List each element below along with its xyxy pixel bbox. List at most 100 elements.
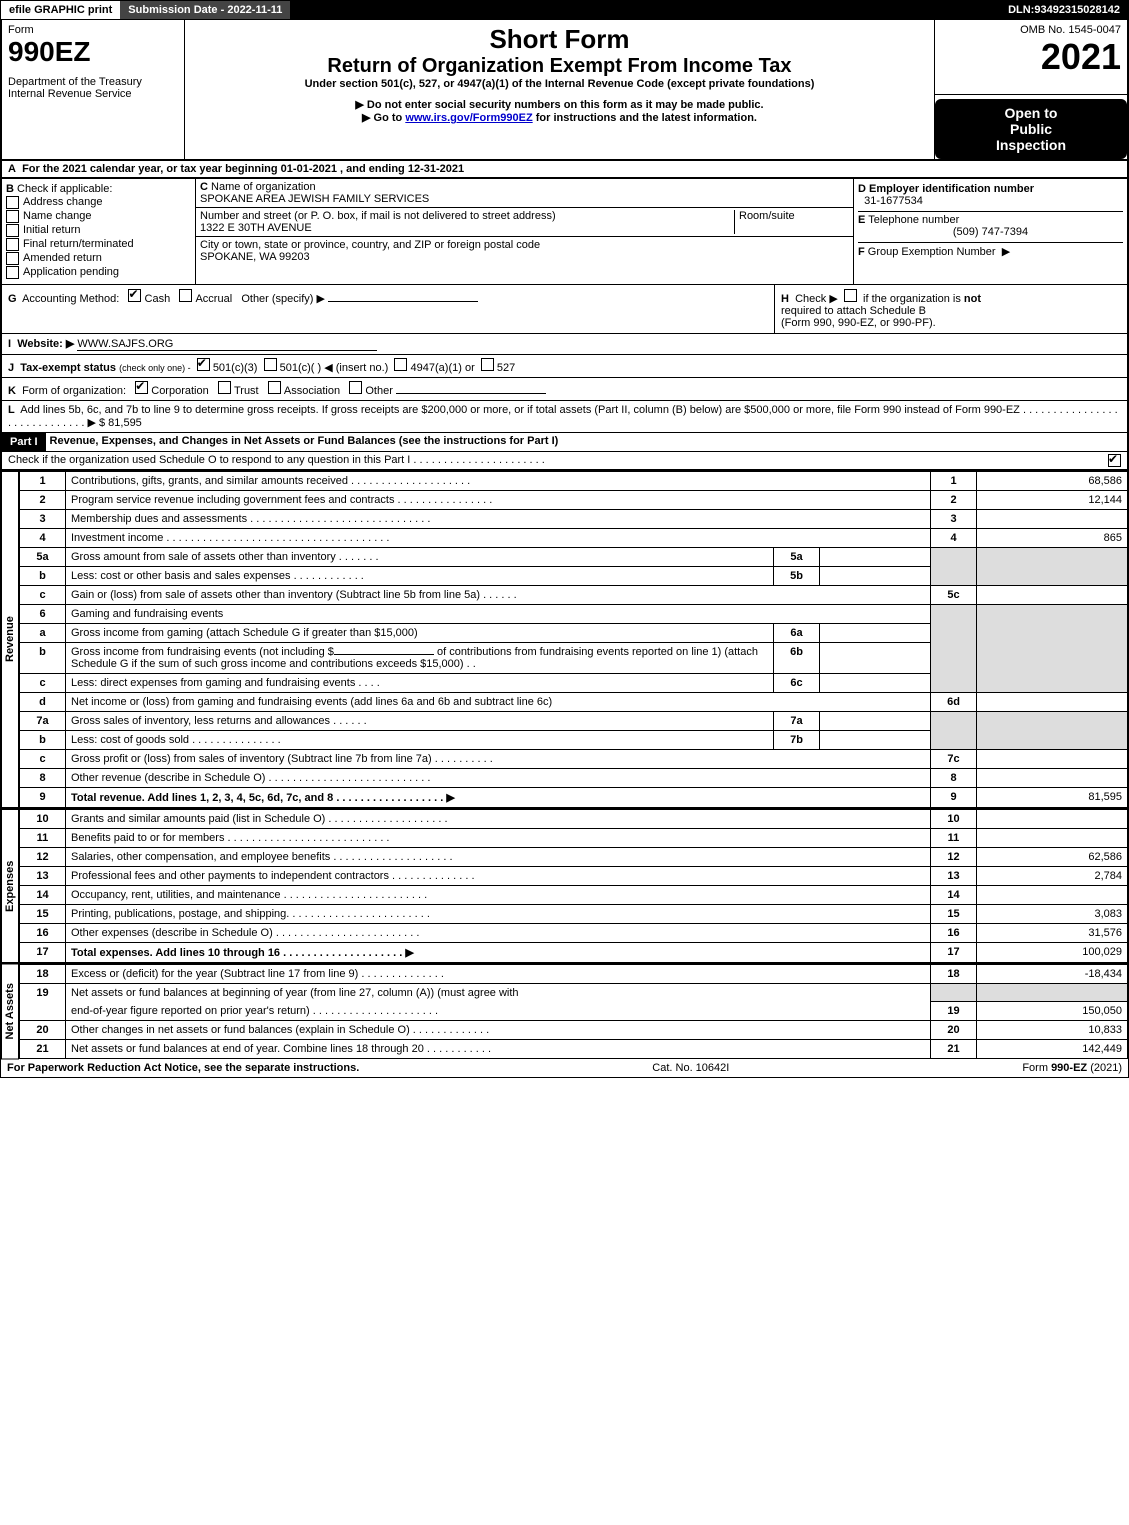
line-19-text2: end-of-year figure reported on prior yea…	[66, 1002, 931, 1021]
footer-right: Form 990-EZ (2021)	[1022, 1062, 1122, 1074]
street-label: Number and street (or P. O. box, if mail…	[200, 210, 556, 222]
line-6d-text: Net income or (loss) from gaming and fun…	[66, 692, 931, 711]
line-10: 10Grants and similar amounts paid (list …	[20, 809, 1128, 828]
checkbox-accrual[interactable]	[179, 289, 192, 302]
footer-right-form: 990-EZ	[1051, 1062, 1087, 1074]
checkbox-4947[interactable]	[394, 358, 407, 371]
line-7c-text: Gross profit or (loss) from sales of inv…	[66, 749, 931, 768]
check-label-2: Initial return	[23, 224, 80, 236]
h-text2: if the organization is	[863, 293, 964, 305]
line-15: 15Printing, publications, postage, and s…	[20, 904, 1128, 923]
checkbox-application-pending[interactable]	[6, 266, 19, 279]
l-text: Add lines 5b, 6c, and 7b to line 9 to de…	[8, 404, 1118, 429]
line-13: 13Professional fees and other payments t…	[20, 866, 1128, 885]
section-def: D Employer identification number 31-1677…	[853, 179, 1127, 284]
line-21-amount: 142,449	[977, 1040, 1128, 1059]
line-17-text-b: Total expenses. Add lines 10 through 16 …	[71, 947, 414, 959]
section-c: C Name of organization SPOKANE AREA JEWI…	[196, 179, 853, 284]
submission-date-value: 2022-11-11	[227, 4, 282, 16]
line-6d-amount	[977, 692, 1128, 711]
line-2: 2Program service revenue including gover…	[20, 490, 1128, 509]
checkbox-corporation[interactable]	[135, 381, 148, 394]
line-9-text-b: Total revenue. Add lines 1, 2, 3, 4, 5c,…	[71, 792, 455, 804]
section-j: J Tax-exempt status (check only one) - 5…	[1, 355, 1128, 378]
line-5c-amount	[977, 585, 1128, 604]
checkbox-initial-return[interactable]	[6, 224, 19, 237]
dept-line-2: Internal Revenue Service	[8, 88, 178, 100]
line-6b-sub	[820, 642, 931, 673]
line-2-text: Program service revenue including govern…	[66, 490, 931, 509]
line-10-amount	[977, 809, 1128, 828]
checkbox-final-return[interactable]	[6, 238, 19, 251]
k-other: Other	[365, 385, 393, 397]
org-name: SPOKANE AREA JEWISH FAMILY SERVICES	[200, 193, 429, 205]
checkbox-schedule-o[interactable]	[1108, 454, 1121, 467]
line-3: 3Membership dues and assessments . . . .…	[20, 509, 1128, 528]
line-8-amount	[977, 768, 1128, 787]
checkbox-name-change[interactable]	[6, 210, 19, 223]
block-bcdef: B Check if applicable: Address change Na…	[1, 178, 1128, 285]
dln: DLN: 93492315028142	[1000, 1, 1128, 19]
goto-prefix: ▶ Go to	[362, 112, 405, 124]
part-i-header: Part I Revenue, Expenses, and Changes in…	[1, 433, 1128, 452]
line-17-text: Total expenses. Add lines 10 through 16 …	[66, 942, 931, 962]
page-footer: For Paperwork Reduction Act Notice, see …	[1, 1059, 1128, 1077]
checkbox-501c3[interactable]	[197, 358, 210, 371]
line-11-text: Benefits paid to or for members . . . . …	[66, 828, 931, 847]
line-13-amount: 2,784	[977, 866, 1128, 885]
netassets-vlabel: Net Assets	[1, 964, 19, 1060]
accrual-label: Accrual	[195, 293, 232, 305]
section-d-label: D	[858, 183, 866, 195]
checkbox-amended-return[interactable]	[6, 252, 19, 265]
instructions-cell: ▶ Do not enter social security numbers o…	[185, 94, 935, 159]
checkbox-association[interactable]	[268, 381, 281, 394]
checkbox-address-change[interactable]	[6, 196, 19, 209]
checkbox-trust[interactable]	[218, 381, 231, 394]
section-l: L Add lines 5b, 6c, and 7b to line 9 to …	[1, 401, 1128, 433]
accounting-lead: Accounting Method:	[22, 293, 119, 305]
check-label-1: Name change	[23, 210, 92, 222]
line-21: 21Net assets or fund balances at end of …	[20, 1040, 1128, 1059]
line-2-amount: 12,144	[977, 490, 1128, 509]
goto-link[interactable]: www.irs.gov/Form990EZ	[405, 112, 532, 124]
line-15-amount: 3,083	[977, 904, 1128, 923]
omb-year-cell: OMB No. 1545-0047 2021	[935, 20, 1128, 95]
footer-right-prefix: Form	[1022, 1062, 1051, 1074]
revenue-table: 1Contributions, gifts, grants, and simil…	[19, 471, 1128, 808]
line-6d: dNet income or (loss) from gaming and fu…	[20, 692, 1128, 711]
checkbox-other-org[interactable]	[349, 381, 362, 394]
return-title: Return of Organization Exempt From Incom…	[191, 55, 928, 78]
line-16-amount: 31,576	[977, 923, 1128, 942]
section-i-label: I	[8, 338, 11, 350]
line-12-amount: 62,586	[977, 847, 1128, 866]
check-label-0: Address change	[23, 196, 103, 208]
section-h: H Check ▶ if the organization is not req…	[775, 285, 1127, 333]
line-12-text: Salaries, other compensation, and employ…	[66, 847, 931, 866]
line-6b-text: Gross income from fundraising events (no…	[66, 642, 774, 673]
line-18-text: Excess or (deficit) for the year (Subtra…	[66, 964, 931, 983]
section-b: B Check if applicable: Address change Na…	[2, 179, 196, 284]
line-12: 12Salaries, other compensation, and empl…	[20, 847, 1128, 866]
revenue-section: Revenue 1Contributions, gifts, grants, a…	[1, 470, 1128, 808]
section-i: I Website: ▶ WWW.SAJFS.ORG	[1, 334, 1128, 355]
other-specify: Other (specify) ▶	[241, 293, 325, 305]
form-word: Form	[8, 24, 178, 36]
room-label: Room/suite	[739, 210, 795, 222]
open-to: Open to	[941, 105, 1121, 121]
group-label: Group Exemption Number	[868, 246, 996, 258]
line-18: 18Excess or (deficit) for the year (Subt…	[20, 964, 1128, 983]
checkbox-527[interactable]	[481, 358, 494, 371]
line-14-amount	[977, 885, 1128, 904]
checkbox-501c[interactable]	[264, 358, 277, 371]
header-table: Form 990EZ Department of the Treasury In…	[1, 19, 1128, 160]
line-13-text: Professional fees and other payments to …	[66, 866, 931, 885]
line-16: 16Other expenses (describe in Schedule O…	[20, 923, 1128, 942]
line-5a: 5aGross amount from sale of assets other…	[20, 547, 1128, 566]
checkbox-schedule-b[interactable]	[844, 289, 857, 302]
line-7a-text: Gross sales of inventory, less returns a…	[66, 711, 774, 730]
goto-suffix: for instructions and the latest informat…	[533, 112, 757, 124]
schedule-o-row: Check if the organization used Schedule …	[1, 452, 1128, 470]
section-l-label: L	[8, 404, 15, 416]
checkbox-cash[interactable]	[128, 289, 141, 302]
j-lead: Tax-exempt status	[20, 362, 116, 374]
